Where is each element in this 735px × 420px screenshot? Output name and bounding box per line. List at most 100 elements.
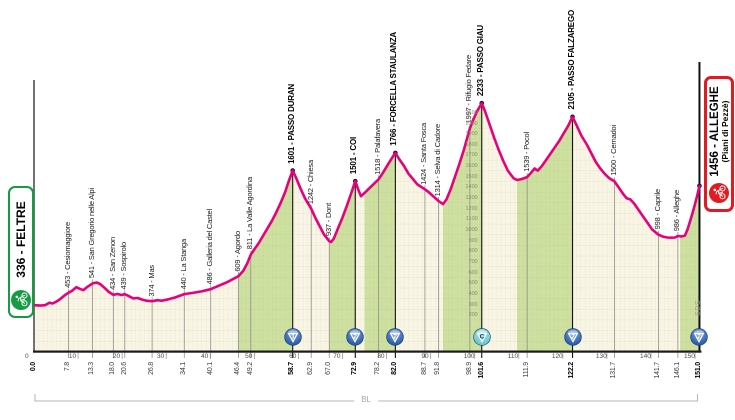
waypoint-label: 486 - Galleria del Castel	[205, 208, 215, 285]
climb-category-icon: 2	[386, 328, 405, 346]
elevation-scale-label: 900	[468, 237, 478, 244]
waypoint-label: 1500 - Cernadoi	[608, 125, 618, 177]
km-label: 67.0	[325, 362, 333, 375]
elevation-scale-label: 1000	[465, 227, 478, 233]
axis-tick-label: 70	[333, 352, 341, 360]
waypoint-label: 937 - Dont	[323, 203, 333, 237]
axis-tick-label: 130	[595, 352, 607, 360]
svg-text:2: 2	[394, 334, 398, 341]
profile-line	[32, 101, 701, 307]
elevation-scale-label: 1700	[465, 152, 478, 159]
climb-category-icon: 1	[283, 328, 302, 346]
axis-tick-label: 10	[68, 352, 77, 360]
elevation-scale-label: 700	[468, 258, 478, 265]
waypoint-label: 374 - Mas	[146, 264, 156, 297]
km-label: 34.1	[180, 362, 188, 375]
elevation-scale-label: 1600	[465, 163, 478, 170]
elevation-scale-label: 2100	[465, 109, 478, 116]
waypoint-label: 453 - Cesiomaggiore	[62, 221, 72, 288]
km-label: 82.0	[391, 362, 399, 375]
waypoint-label: 2105 - PASSO FALZAREGO	[566, 10, 576, 110]
elevation-scale-label: 300	[468, 301, 478, 308]
axis-tick-label: 110	[507, 352, 519, 360]
km-label: 146.1	[673, 362, 681, 379]
km-label: 151.0	[695, 362, 703, 379]
km-label: 72.9	[351, 362, 359, 375]
route-bracket	[34, 394, 698, 402]
km-label: 18.0	[109, 362, 117, 375]
elevation-scale-label: 1900	[465, 131, 478, 138]
axis-tick-label: 40	[201, 352, 209, 360]
km-label: 49.2	[246, 362, 254, 375]
km-label: 98.9	[465, 362, 473, 375]
axis-tick-label: 60	[289, 352, 297, 360]
climb-category-icon: 2	[690, 328, 709, 346]
elevation-scale-label: 1500	[465, 173, 478, 180]
start-label: 336 - FELTRE	[13, 201, 28, 278]
km-label: 0.0	[29, 362, 37, 372]
waypoint-label: 1539 - Pocol	[521, 132, 531, 173]
waypoint-label: 541 - San Gregorio nelle Alpi	[87, 188, 96, 279]
elevation-scale-label: 200	[468, 312, 478, 319]
axis-tick-label: 120	[551, 352, 563, 360]
waypoint-label: 998 - Caprile	[652, 189, 662, 230]
waypoint-label: 439 - Sospirolo	[119, 241, 129, 290]
axis-tick-label: 90	[421, 352, 429, 360]
km-label: 40.1	[206, 362, 214, 375]
km-label: 78.2	[374, 362, 382, 375]
axis-tick-label: 50	[245, 352, 253, 360]
start-badge: 336 - FELTRE	[8, 186, 34, 318]
km-label: 122.2	[568, 362, 576, 379]
climb-category-icon: 2	[346, 328, 364, 346]
elevation-scale-label: 600	[468, 269, 478, 276]
svg-text:1: 1	[291, 334, 295, 341]
axis-tick-label: 80	[377, 352, 385, 360]
finish-sublabel: (Piani di Pezzè)	[719, 100, 730, 163]
route-type-label: BL	[361, 395, 372, 404]
svg-text:2: 2	[698, 334, 702, 341]
km-label: 20.6	[120, 362, 128, 375]
climb-category-icon: 2	[563, 328, 582, 346]
axis-tick-label: 20	[112, 352, 121, 360]
start-cyclist-icon	[11, 290, 31, 310]
waypoint-label: 1424 - Santa Fosca	[419, 122, 429, 185]
km-label: 88.7	[420, 362, 428, 375]
elevation-scale-label: 800	[468, 248, 478, 255]
waypoint-label: 1242 - Chiesa	[305, 159, 315, 204]
svg-text:2: 2	[571, 334, 575, 341]
axis-zero-label: 0	[25, 352, 29, 360]
waypoint-label: 986 - Alleghe	[672, 189, 682, 231]
elevation-scale-label: 1800	[465, 141, 478, 148]
km-label: 101.6	[477, 362, 485, 379]
waypoint-label: 2233 - PASSO GIAU	[475, 25, 485, 97]
axis-tick-label: 100	[463, 352, 475, 360]
waypoint-label: 1501 - COI	[349, 137, 359, 175]
waypoint-label: 811 - La Valle Agordina	[245, 177, 255, 250]
elevation-scale-label: 1200	[465, 205, 478, 212]
axis-tick-label: 150	[684, 352, 695, 360]
finish-label: 1456 - ALLEGHE	[708, 86, 721, 177]
svg-text:2: 2	[353, 334, 357, 341]
climb-category-icon: C	[473, 328, 491, 346]
finish-badge: 1456 - ALLEGHE (Piani di Pezzè)	[704, 76, 734, 212]
elevation-scale-label: 2000	[465, 120, 478, 127]
waypoint-label: 609 - Agordo	[232, 230, 242, 272]
sds-label: SDS	[695, 300, 703, 316]
elevation-scale-label: 500	[468, 280, 478, 287]
waypoint-label: 434 - San Zenon	[107, 236, 117, 290]
x-axis	[33, 350, 702, 353]
km-label: 26.8	[147, 362, 155, 375]
km-label: 91.8	[434, 362, 442, 375]
km-label: 46.4	[234, 362, 242, 375]
axis-tick-label: 140	[639, 352, 651, 360]
elevation-scale-label: 1400	[465, 184, 478, 191]
elevation-scale-label: 400	[468, 290, 478, 297]
svg-text:C: C	[479, 334, 484, 341]
waypoint-label: 1766 - FORCELLA STAULANZA	[389, 32, 399, 146]
km-label: 7.8	[64, 362, 72, 372]
waypoint-label: 1518 - Palafavera	[373, 118, 383, 175]
km-label: 13.3	[88, 362, 96, 375]
waypoint-label: 440 - La Stanga	[178, 238, 188, 290]
